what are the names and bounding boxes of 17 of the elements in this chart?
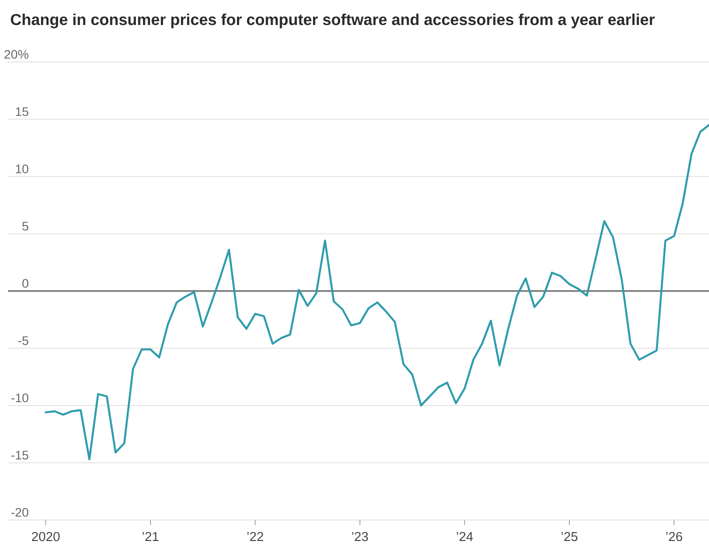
chart-title: Change in consumer prices for computer software and accessories from a year earlier [10, 14, 655, 28]
y-tick-label: -15 [11, 450, 28, 460]
y-tick-label: -10 [11, 393, 28, 402]
x-tick-label: ’22 [247, 532, 264, 541]
x-tick-label: ’26 [666, 532, 682, 542]
y-tick-label: 10 [16, 164, 28, 174]
y-tick-label: -20 [11, 508, 28, 517]
y-tick-label: -5 [18, 336, 28, 346]
x-tick-label: 2020 [32, 532, 60, 542]
y-tick-label: 5 [22, 222, 28, 231]
y-tick-label: 20% [4, 50, 28, 59]
x-tick-label: ’24 [456, 532, 473, 541]
x-tick-label: ’23 [352, 532, 368, 542]
y-tick-label: 15 [16, 107, 28, 116]
x-tick-label: ’21 [142, 532, 158, 541]
y-tick-label: 0 [22, 278, 28, 288]
x-tick-label: ’25 [562, 532, 578, 542]
